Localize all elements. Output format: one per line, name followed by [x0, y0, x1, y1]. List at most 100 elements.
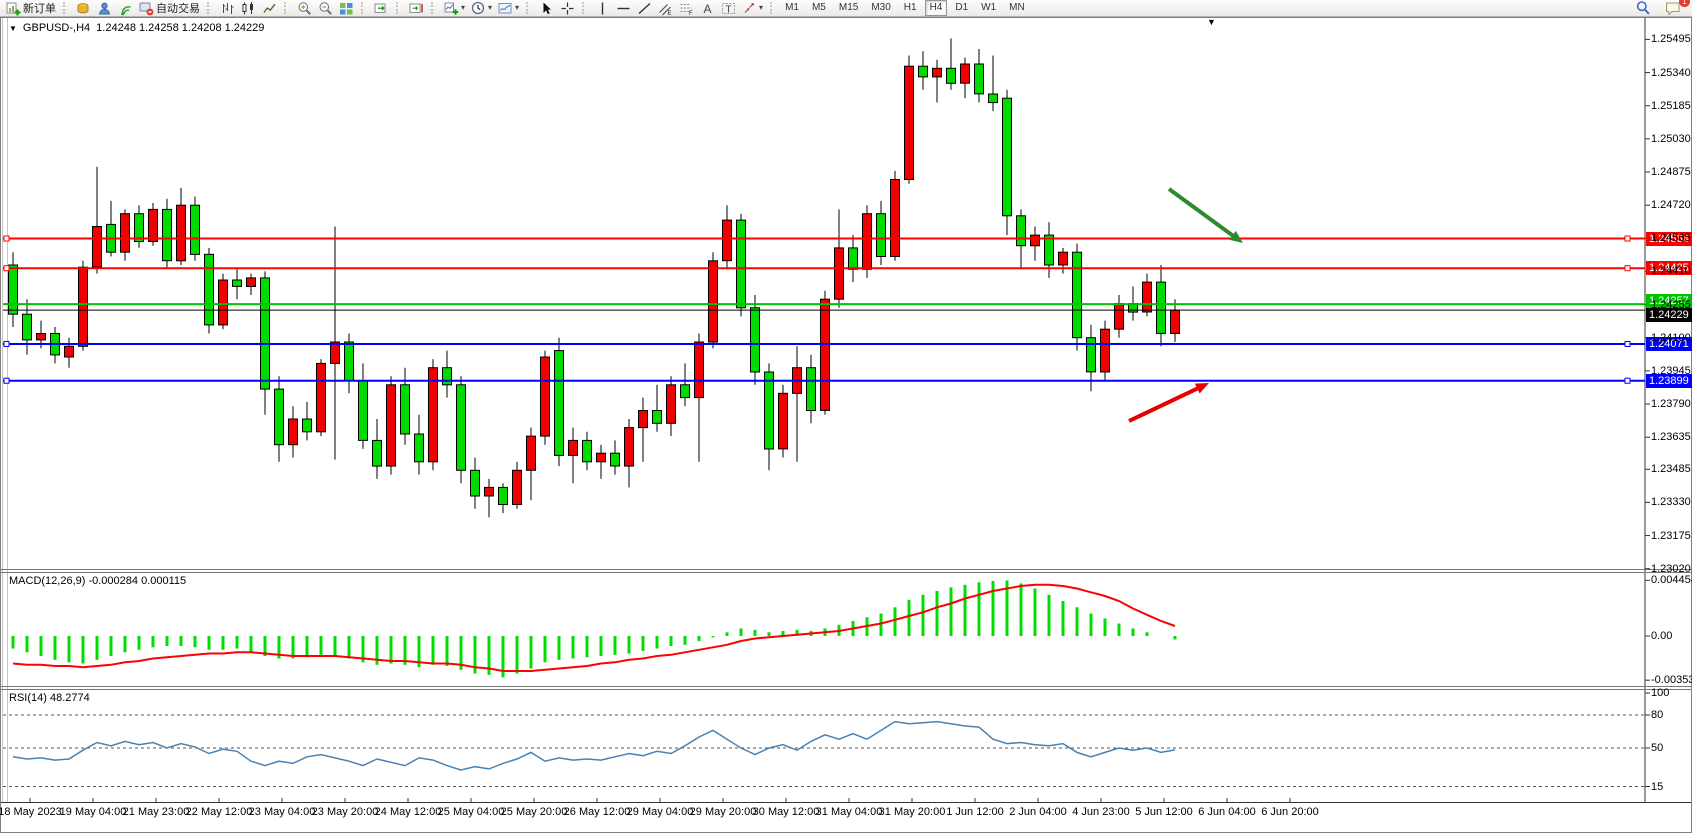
svg-text:E: E — [668, 11, 672, 16]
time-tick-label: 23 May 04:00 — [248, 806, 316, 818]
equidistant-channel-button[interactable]: E — [655, 0, 676, 17]
toolbar-grip — [361, 2, 367, 14]
templates-button[interactable]: ▾ — [495, 0, 522, 17]
main-toolbar: 新订单 自动交易 ▾ ▾ ▾ E F A T ▾ M1 M5 M15 M30 H1 H4 D… — [0, 0, 1692, 17]
price-tick-label: 1.23485 — [1651, 463, 1691, 475]
rsi-axis-label: 15 — [1651, 781, 1664, 793]
price-tick-label: 1.25495 — [1651, 33, 1691, 45]
clock-icon — [471, 1, 485, 14]
time-tick-label: 25 May 20:00 — [500, 806, 568, 818]
bar-chart-button[interactable] — [217, 0, 238, 17]
price-tick-label: 1.23635 — [1651, 431, 1691, 443]
fibonacci-button[interactable]: F — [676, 0, 697, 17]
candlestick-chart-button[interactable] — [238, 0, 259, 17]
arrows-icon — [744, 2, 755, 13]
rsi-line — [12, 720, 1176, 771]
periods-button[interactable]: ▾ — [468, 0, 495, 17]
vertical-line-button[interactable] — [592, 0, 613, 17]
tile-windows-icon — [340, 2, 353, 14]
chat-button[interactable]: 1 — [1662, 0, 1690, 17]
chart-shift-marker[interactable]: ▼ — [1207, 17, 1216, 27]
line-chart-icon — [263, 3, 276, 13]
chart-title-bar: ▼ GBPUSD-,H4 1.24248 1.24258 1.24208 1.2… — [9, 22, 264, 34]
toolbar-grip — [526, 2, 532, 14]
timeframe-button-W1[interactable]: W1 — [981, 2, 997, 13]
trendline-button[interactable] — [634, 0, 655, 17]
chart-quote: 1.24248 1.24258 1.24208 1.24229 — [96, 22, 265, 34]
macd-axis-label: -0.003533 — [1651, 674, 1692, 686]
crosshair-icon — [561, 2, 574, 14]
tile-windows-button[interactable] — [336, 0, 357, 17]
autotrading-button[interactable]: 自动交易 — [136, 0, 203, 17]
timeframe-button-H4[interactable]: H4 — [924, 0, 948, 16]
timeframe-button-M15[interactable]: M15 — [838, 2, 859, 13]
timeframe-button-H1[interactable]: H1 — [903, 2, 917, 13]
timeframe-button-M5[interactable]: M5 — [811, 2, 826, 13]
cursor-button[interactable] — [536, 0, 557, 17]
time-tick-label: 21 May 23:00 — [122, 806, 190, 818]
time-tick-label: 30 May 12:00 — [752, 806, 820, 818]
price-tick-label: 1.24255 — [1651, 299, 1691, 311]
styles-button[interactable] — [73, 0, 94, 17]
timeframe-group: M1 M5 M15 M30 H1 H4 D1 W1 MN — [780, 0, 1030, 16]
chevron-down-icon: ▾ — [515, 3, 520, 12]
chevron-down-icon: ▾ — [488, 3, 493, 12]
time-tick-label: 24 May 12:00 — [374, 806, 442, 818]
time-tick-label: 29 May 20:00 — [689, 806, 757, 818]
signals-button[interactable] — [115, 0, 136, 17]
price-line-tag: 1.24425 — [1646, 261, 1692, 275]
candles — [8, 38, 1180, 518]
trendline-icon — [638, 2, 651, 14]
red-arrow-annotation[interactable] — [1128, 383, 1209, 423]
line-chart-button[interactable] — [259, 0, 280, 17]
text-label-button[interactable]: T — [718, 0, 739, 17]
chart-canvas[interactable] — [1, 18, 1691, 832]
arrows-button[interactable]: ▾ — [739, 0, 766, 17]
price-tick-label: 1.23330 — [1651, 496, 1691, 508]
crosshair-button[interactable] — [557, 0, 578, 17]
toolbar-grip — [207, 2, 213, 14]
macd-axis-label: 0.00 — [1651, 630, 1673, 642]
price-tick-label: 1.25030 — [1651, 133, 1691, 145]
price-line-tag: 1.24071 — [1646, 337, 1692, 351]
toolbar-grip — [396, 2, 402, 14]
time-tick-label: 22 May 12:00 — [185, 806, 253, 818]
time-tick-label: 4 Jun 23:00 — [1072, 806, 1130, 818]
price-line-tag: 1.24257 — [1646, 294, 1692, 308]
timeframe-button-M30[interactable]: M30 — [871, 2, 891, 13]
rsi-axis-label: 80 — [1651, 709, 1664, 721]
price-tick-label: 1.24410 — [1651, 265, 1691, 277]
horizontal-line-button[interactable] — [613, 0, 634, 17]
chart-window: ▼ ▼ GBPUSD-,H4 1.24248 1.24258 1.24208 1… — [0, 17, 1692, 833]
svg-text:T: T — [726, 4, 732, 15]
toolbar-grip — [431, 2, 437, 14]
signal-icon — [118, 1, 133, 16]
horizontal-lines[interactable] — [3, 235, 1645, 384]
text-button[interactable]: A — [697, 0, 718, 17]
new-order-icon — [6, 1, 21, 16]
rsi-label: RSI(14) 48.2774 — [9, 692, 90, 704]
profile-button[interactable] — [94, 0, 115, 17]
zoom-in-icon — [298, 1, 311, 15]
auto-scroll-button[interactable] — [371, 0, 392, 17]
timeframe-button-M1[interactable]: M1 — [785, 2, 799, 13]
green-arrow-annotation[interactable] — [1167, 187, 1243, 243]
timeframe-button-D1[interactable]: D1 — [955, 2, 969, 13]
notification-badge: 1 — [1679, 0, 1690, 7]
timeframe-button-MN[interactable]: MN — [1009, 2, 1025, 13]
price-tick-label: 1.23175 — [1651, 530, 1691, 542]
text-label-icon: T — [722, 2, 736, 15]
time-tick-label: 29 May 04:00 — [626, 806, 694, 818]
zoom-in-button[interactable] — [294, 0, 315, 17]
price-tick-label: 1.25340 — [1651, 67, 1691, 79]
search-button[interactable] — [1632, 0, 1654, 17]
new-order-button[interactable]: 新订单 — [3, 0, 59, 17]
price-tick-label: 1.23945 — [1651, 365, 1691, 377]
chart-shift-button[interactable] — [406, 0, 427, 17]
zoom-out-button[interactable] — [315, 0, 336, 17]
svg-text:A: A — [704, 2, 712, 16]
time-tick-label: 31 May 04:00 — [815, 806, 883, 818]
indicators-button[interactable]: ▾ — [441, 0, 468, 17]
chart-collapse-icon[interactable]: ▼ — [9, 23, 17, 33]
